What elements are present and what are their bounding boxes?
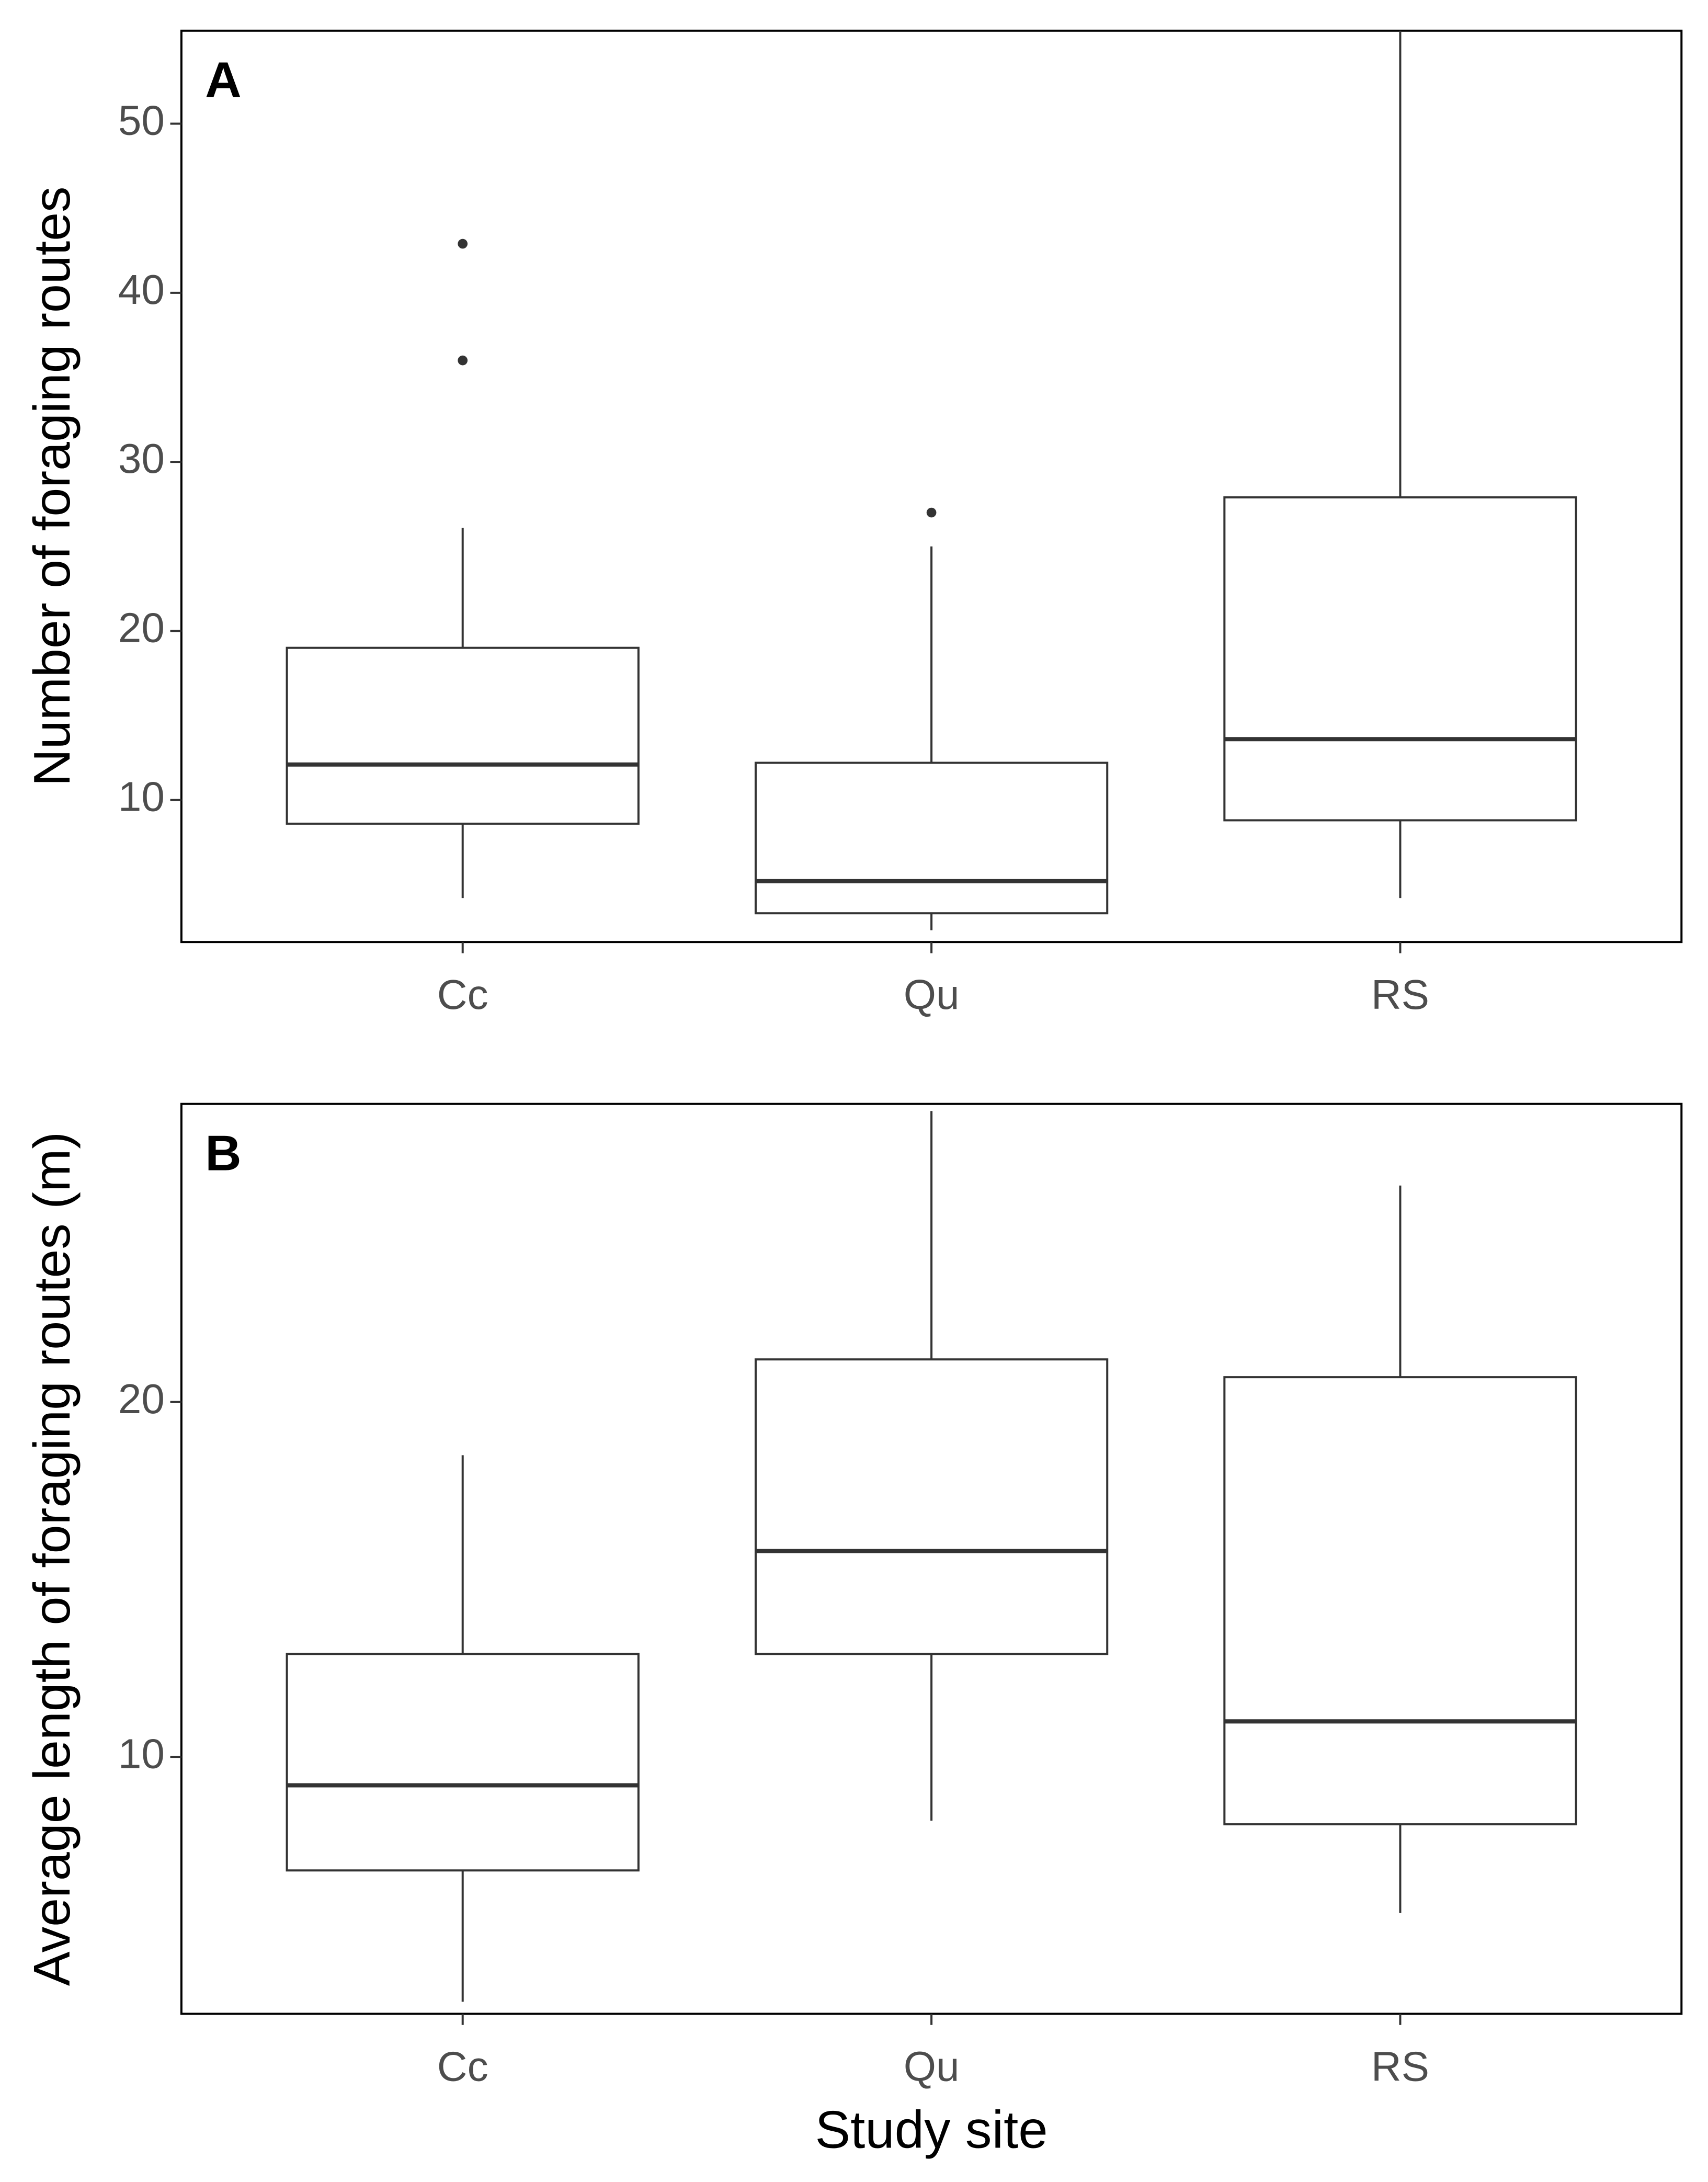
- box: [1223, 1376, 1577, 1826]
- x-tick-label: Qu: [904, 971, 960, 1018]
- y-axis-title: Average length of foraging routes (m): [23, 1132, 81, 1986]
- box: [754, 762, 1109, 915]
- y-tick-label: 50: [118, 97, 165, 144]
- box: [754, 1358, 1109, 1655]
- x-tick-label: Qu: [904, 2043, 960, 2089]
- x-tick-label: RS: [1371, 2043, 1429, 2089]
- outlier: [926, 507, 937, 518]
- y-tick-label: 10: [118, 774, 165, 820]
- x-tick-label: Cc: [437, 971, 488, 1018]
- outlier: [458, 238, 468, 249]
- y-tick-label: 20: [118, 1376, 165, 1422]
- y-tick-label: 10: [118, 1730, 165, 1777]
- y-axis-title: Number of foraging routes: [23, 187, 81, 787]
- y-tick-label: 40: [118, 266, 165, 313]
- box: [1223, 496, 1577, 822]
- box: [286, 1653, 640, 1872]
- panel-label: B: [205, 1125, 241, 1181]
- y-tick-label: 30: [118, 435, 165, 482]
- x-axis-title: Study site: [815, 2100, 1048, 2160]
- panel-label: A: [205, 52, 241, 108]
- box: [286, 646, 640, 825]
- x-tick-label: Cc: [437, 2043, 488, 2089]
- y-tick-label: 20: [118, 604, 165, 651]
- x-tick-label: RS: [1371, 971, 1429, 1018]
- outlier: [458, 355, 468, 366]
